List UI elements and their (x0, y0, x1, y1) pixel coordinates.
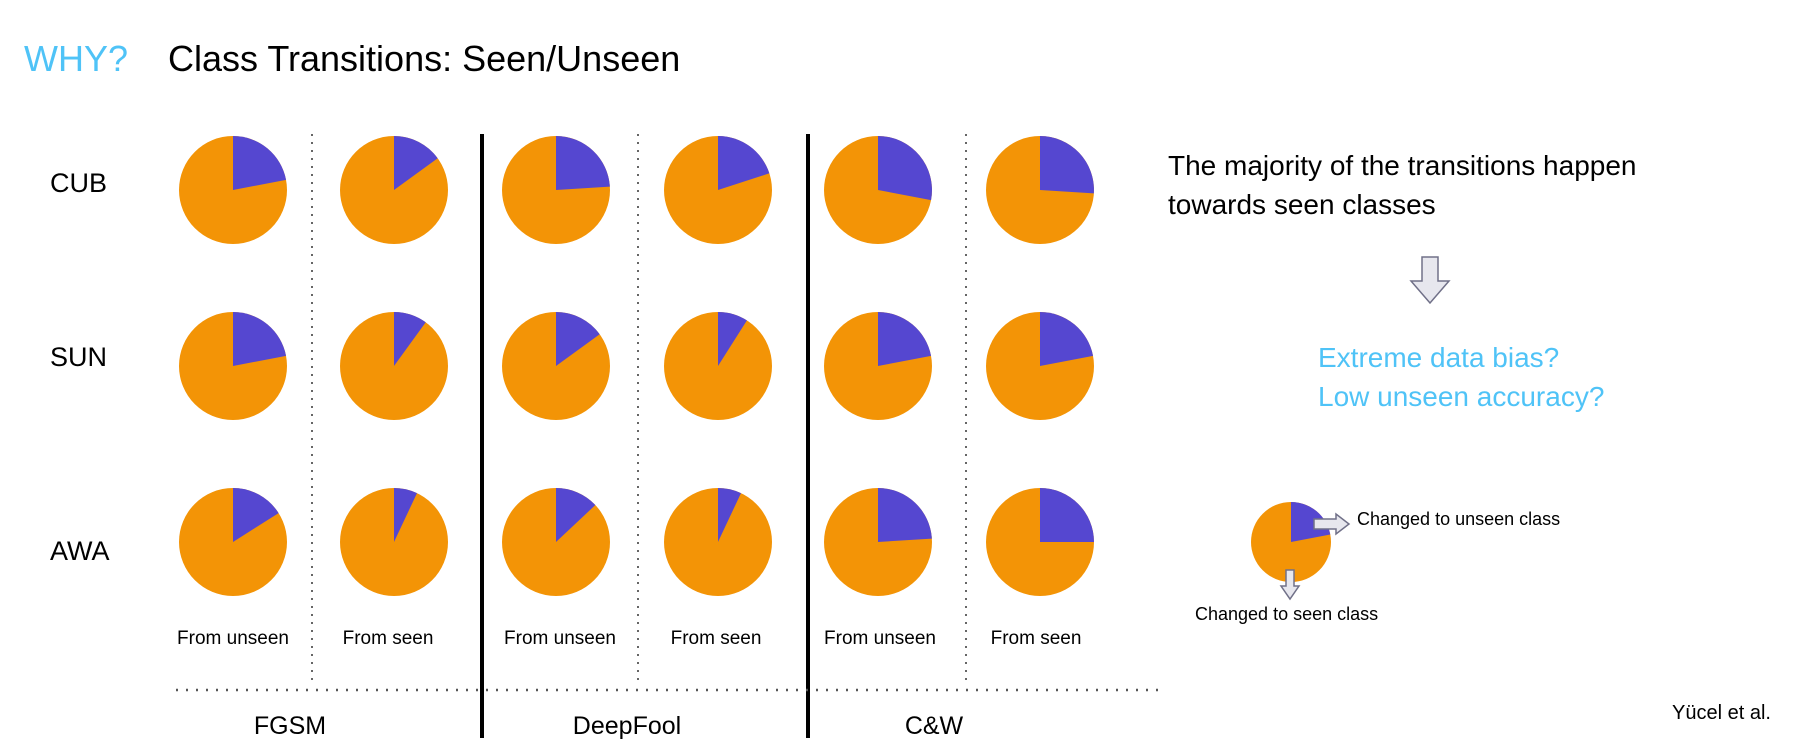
pie-slice-unseen (1040, 488, 1094, 542)
pie-slice-unseen (394, 312, 426, 366)
pie-sun-col6 (986, 312, 1094, 420)
right-arrow-icon (1313, 512, 1351, 536)
pie-cub-col3 (502, 136, 610, 244)
arrows (1279, 256, 1451, 601)
pie-slice-unseen (1040, 312, 1094, 366)
pie-awa-col1 (179, 488, 287, 596)
pie-sun-col4 (664, 312, 772, 420)
pie-slice-unseen (394, 136, 438, 190)
attack-label-fgsm: FGSM (253, 712, 327, 740)
pie-slice-unseen (718, 135, 770, 190)
pie-slice-unseen (556, 488, 596, 542)
pie-slice-unseen (1040, 136, 1094, 194)
column-label-cw-seen: From seen (990, 628, 1082, 649)
pie-slice-unseen (233, 488, 279, 542)
attack-label-deepfool: DeepFool (572, 712, 682, 740)
pie-cub-col2 (340, 136, 448, 244)
pie-slice-unseen (556, 312, 600, 366)
column-label-fgsm-seen: From seen (342, 628, 434, 649)
pie-cub-col5 (824, 136, 932, 244)
pie-slice-unseen (878, 312, 932, 366)
pie-sun-col3 (502, 312, 610, 420)
pie-slice-unseen (233, 312, 287, 366)
column-label-fgsm-unseen: From unseen (177, 628, 289, 649)
down-arrow-icon (1409, 256, 1451, 305)
pie-awa-col2 (340, 488, 448, 596)
pie-cub-col6 (986, 136, 1094, 244)
legend-seen-label: Changed to seen class (1195, 604, 1379, 624)
pie-slice-unseen (556, 136, 610, 190)
small-down-arrow-icon (1279, 569, 1301, 601)
pie-sun-col2 (340, 312, 448, 420)
pie-cub-col4 (664, 135, 772, 244)
pie-slice-unseen (1291, 502, 1331, 542)
column-label-deepfool-unseen: From unseen (504, 628, 616, 649)
row-label-sun: SUN (50, 342, 108, 372)
pie-awa-col5 (824, 488, 932, 596)
citation: Yücel et al. (1672, 702, 1771, 724)
legend-pie (1251, 502, 1331, 582)
pie-awa-col6 (986, 488, 1094, 596)
column-label-deepfool-seen: From seen (670, 628, 762, 649)
row-label-awa: AWA (50, 536, 110, 566)
pie-slice-unseen (878, 136, 932, 201)
pie-awa-col3 (502, 488, 610, 596)
pie-slice-unseen (878, 488, 932, 542)
pie-cub-col1 (179, 136, 287, 244)
attack-label-cw: C&W (904, 712, 964, 740)
pie-slice-unseen (233, 136, 287, 190)
legend-unseen-label: Changed to unseen class (1357, 509, 1561, 529)
pie-awa-col4 (664, 488, 772, 596)
why-heading: WHY? (24, 38, 129, 79)
question-unseen-accuracy: Low unseen accuracy? (1318, 381, 1605, 412)
pie-sun-col5 (824, 312, 932, 420)
pie-sun-col1 (179, 312, 287, 420)
separators (176, 134, 1160, 738)
question-data-bias: Extreme data bias? (1318, 342, 1560, 373)
row-label-cub: CUB (50, 168, 108, 198)
pie-slice-unseen (718, 488, 741, 542)
page-title: Class Transitions: Seen/Unseen (168, 38, 681, 79)
pies-group (179, 135, 1331, 596)
column-label-cw-unseen: From unseen (824, 628, 936, 649)
pie-slice-unseen (718, 312, 747, 366)
pie-slice-unseen (394, 488, 417, 542)
majority-statement: The majority of the transitions happen t… (1168, 150, 1637, 220)
